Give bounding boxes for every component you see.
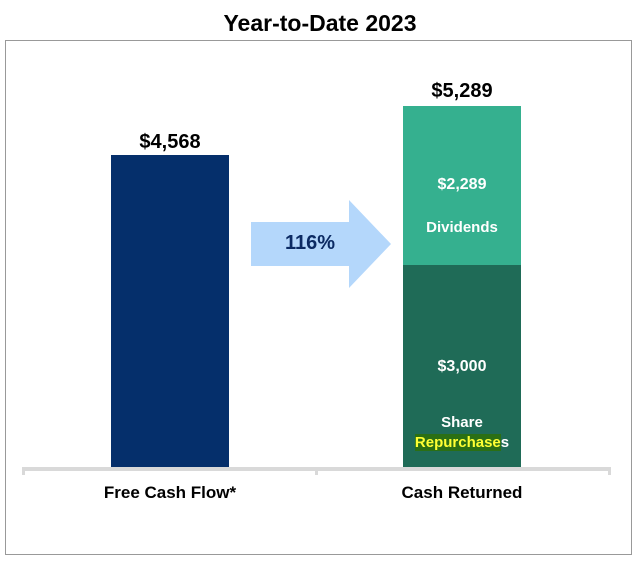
bar-dividends (403, 106, 521, 265)
x-axis-tick (315, 467, 318, 475)
chart-title: Year-to-Date 2023 (223, 10, 417, 36)
label-suffix: s (500, 434, 510, 451)
cash-returned-total-label: $5,289 (431, 80, 493, 102)
fcf-value-label: $4,568 (139, 131, 201, 153)
category-label-cash-returned: Cash Returned (401, 483, 523, 502)
highlighted-text: Repurchase (414, 434, 501, 451)
dividends-value-label: $2,289 (437, 176, 487, 193)
x-axis-tick (22, 467, 25, 475)
category-label-fcf: Free Cash Flow* (103, 483, 237, 502)
ratio-label: 116% (284, 232, 336, 254)
arrow-right-icon (251, 200, 391, 288)
repurchases-label-line1: Share (441, 414, 483, 431)
x-axis-tick (608, 467, 611, 475)
chart-frame (5, 40, 632, 555)
dividends-label: Dividends (426, 219, 498, 236)
repurchases-value-label: $3,000 (437, 358, 487, 375)
bar-free-cash-flow (111, 155, 229, 468)
repurchases-label-line2: Repurchases (403, 434, 521, 451)
